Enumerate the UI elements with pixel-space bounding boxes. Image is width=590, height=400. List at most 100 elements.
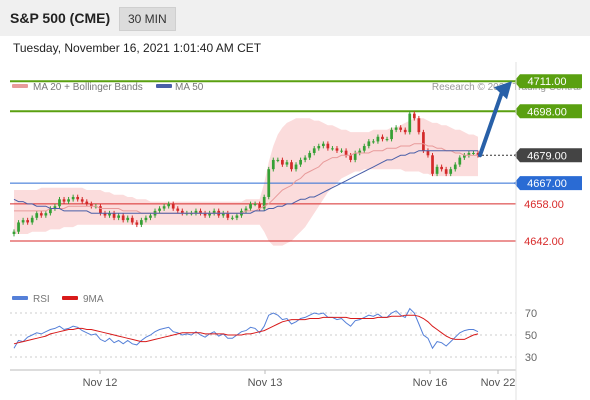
candle-body	[317, 146, 321, 149]
chart-panel: MA 20 + Bollinger Bands MA 50 Research ©…	[0, 62, 590, 400]
rsi-series-ma	[13, 314, 479, 345]
candle-body	[112, 213, 116, 218]
ma20-line	[14, 143, 478, 214]
candle-body	[171, 203, 175, 209]
candle-body	[381, 136, 384, 140]
candle-body	[281, 159, 284, 165]
legend-swatch-ma50	[156, 84, 172, 88]
candle-body	[108, 213, 111, 216]
candle-body	[12, 231, 16, 235]
candle-body	[444, 169, 448, 174]
candle-body	[453, 164, 457, 170]
rsi-tick-70: 70	[525, 308, 537, 320]
price-chart: MA 20 + Bollinger Bands MA 50 Research ©…	[10, 62, 582, 400]
candle-body	[199, 210, 202, 214]
bollinger-band	[14, 118, 478, 246]
rsi-tick-30: 30	[525, 352, 537, 364]
candle-body	[117, 215, 120, 218]
candle-body	[349, 155, 352, 160]
level-label-4667: 4667.00	[527, 178, 567, 190]
candle-body	[417, 118, 421, 133]
candle-body	[230, 217, 234, 219]
timeframe-button[interactable]: 30 MIN	[119, 7, 176, 31]
candle-body	[267, 169, 271, 197]
header-bar: S&P 500 (CME) 30 MIN	[0, 0, 590, 36]
candle-body	[62, 199, 66, 202]
candle-body	[422, 132, 425, 151]
candle-body	[458, 157, 462, 165]
ma50-line	[13, 150, 478, 214]
candle-body	[462, 155, 466, 158]
candle-body	[208, 213, 211, 216]
forecast-arrow-layer	[478, 81, 512, 158]
forecast-arrow-shaft	[478, 90, 504, 158]
candle-body	[58, 199, 61, 207]
x-tick-label: Nov 16	[413, 377, 448, 389]
candle-body	[176, 208, 180, 211]
candle-body	[367, 141, 371, 147]
candle-body	[21, 220, 25, 223]
candle-body	[67, 199, 70, 202]
legend-bollinger: MA 20 + Bollinger Bands	[33, 82, 143, 93]
rsi-layer: 70 50 30	[10, 307, 537, 364]
candle-body	[249, 203, 252, 209]
candle-body	[135, 222, 139, 225]
legend-swatch-rsi-ma	[62, 296, 78, 300]
level-labels-layer: 4711.00 4698.00 4679.00 4667.00 4658.00 4642.…	[514, 74, 582, 248]
levels-layer	[10, 80, 516, 242]
candle-body	[17, 222, 20, 232]
candle-body	[49, 208, 52, 214]
candle-body	[308, 152, 312, 158]
candle-body	[299, 159, 302, 165]
level-label-4679: 4679.00	[527, 150, 567, 162]
legend-swatch-bollinger	[12, 84, 28, 88]
candle-body	[235, 215, 239, 218]
timestamp: Tuesday, November 16, 2021 1:01:40 AM CE…	[13, 41, 262, 55]
candle-body	[340, 150, 343, 152]
candle-body	[194, 210, 198, 214]
candle-body	[331, 148, 334, 150]
x-tick-label: Nov 12	[83, 377, 118, 389]
candle-body	[449, 169, 453, 174]
candle-body	[412, 113, 416, 119]
legend-rsi: RSI	[33, 294, 50, 305]
rsi-series-rsi	[13, 307, 479, 350]
candle-body	[403, 129, 407, 133]
candle-body	[253, 203, 257, 205]
candle-body	[140, 220, 143, 225]
candle-body	[99, 206, 102, 214]
candle-body	[180, 210, 184, 214]
instrument-title: S&P 500 (CME)	[10, 10, 111, 26]
candle-body	[303, 157, 307, 160]
candle-body	[290, 162, 293, 170]
candle-body	[326, 143, 330, 149]
candle-body	[212, 210, 216, 214]
x-tick-label: Nov 22	[481, 377, 516, 389]
candle-body	[394, 127, 398, 130]
level-tag-4667	[514, 176, 582, 191]
candle-body	[258, 203, 262, 209]
candle-body	[467, 152, 471, 156]
candles-layer	[12, 111, 480, 237]
candle-body	[162, 206, 166, 209]
candle-body	[435, 166, 439, 174]
candle-body	[130, 217, 134, 223]
level-label-4658: 4658.00	[524, 199, 564, 211]
candle-body	[376, 136, 380, 142]
level-tag-4711	[514, 74, 582, 89]
rsi-tick-50: 50	[525, 330, 537, 342]
candle-body	[80, 199, 84, 202]
legend-rsi-ma: 9MA	[83, 294, 104, 305]
candle-body	[76, 196, 80, 200]
candle-body	[362, 146, 366, 151]
candle-body	[312, 148, 316, 153]
candle-body	[262, 196, 266, 209]
candle-body	[276, 159, 280, 161]
candle-body	[385, 139, 389, 141]
candle-body	[144, 217, 148, 221]
bollinger-layer	[14, 118, 478, 246]
candle-body	[344, 150, 348, 156]
candle-body	[126, 217, 130, 221]
candle-body	[167, 203, 171, 207]
candle-body	[431, 155, 434, 174]
